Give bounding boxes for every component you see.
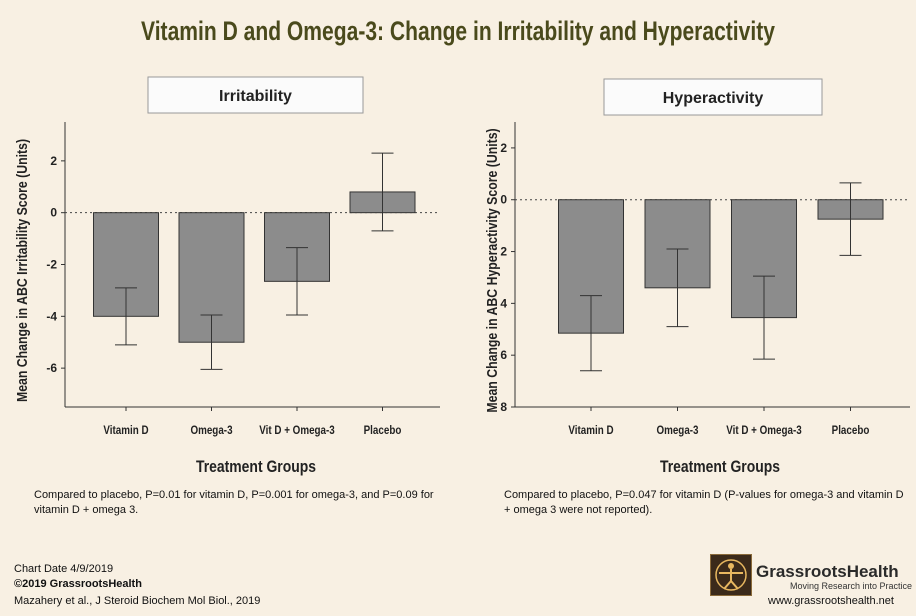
- note-hyperactivity: Compared to placebo, P=0.047 for vitamin…: [504, 489, 904, 516]
- y-axis-title: Mean Change in ABC Irritability Score (U…: [14, 139, 30, 402]
- y-tick-label: 0: [500, 193, 507, 207]
- category-label: Vitamin D: [568, 424, 613, 437]
- y-tick-label: 6: [500, 348, 507, 362]
- logo-tagline: Moving Research into Practice: [790, 581, 913, 591]
- y-axis-title: Mean Change in ABC Hyperactivity Score (…: [484, 128, 500, 412]
- category-label: Placebo: [832, 424, 870, 437]
- category-label: Omega-3: [190, 424, 232, 437]
- category-label: Vit D + Omega-3: [259, 424, 335, 437]
- citation: Mazahery et al., J Steroid Biochem Mol B…: [14, 595, 261, 607]
- category-label: Omega-3: [656, 424, 698, 437]
- y-tick-label: -4: [46, 309, 57, 323]
- chart-date: Chart Date 4/9/2019: [14, 563, 114, 575]
- irritability-panel: Irritability 2 0 -2 -4 -6 Vitamin D Omega-3 Vit …: [14, 76, 440, 477]
- logo-name: GrassrootsHealth: [756, 562, 899, 581]
- chart-title: Vitamin D and Omega-3: Change in Irritab…: [141, 16, 775, 46]
- logo-url[interactable]: www.grassrootshealth.net: [768, 595, 894, 607]
- panel-title: Hyperactivity: [663, 90, 764, 107]
- y-tick-label: 2: [50, 154, 57, 168]
- hyperactivity-panel: Hyperactivity 2 0 2 4 6 8 Vitamin D Omega-3 Vit D…: [484, 78, 910, 477]
- y-tick-label: 2: [500, 245, 507, 259]
- x-axis-title: Treatment Groups: [196, 458, 316, 477]
- x-axis-title: Treatment Groups: [660, 458, 780, 477]
- y-tick-label: 0: [50, 206, 57, 220]
- y-tick-label: -6: [46, 361, 57, 375]
- copyright: ©2019 GrassrootsHealth: [14, 578, 142, 590]
- category-label: Placebo: [364, 424, 402, 437]
- grassrootshealth-logo[interactable]: GrassrootsHealth Moving Research into Pr…: [710, 554, 913, 614]
- panel-title-box: [603, 78, 823, 116]
- y-tick-label: 8: [500, 400, 507, 414]
- y-tick-label: -2: [46, 258, 57, 272]
- y-tick-label: 4: [500, 296, 507, 310]
- panel-title: Irritability: [219, 88, 292, 105]
- panel-title-box: [147, 76, 364, 114]
- category-label: Vit D + Omega-3: [726, 424, 802, 437]
- y-tick-label: 2: [500, 141, 507, 155]
- note-irritability: Compared to placebo, P=0.01 for vitamin …: [34, 489, 434, 516]
- vitruvian-man-icon: [710, 554, 752, 596]
- category-label: Vitamin D: [103, 424, 148, 437]
